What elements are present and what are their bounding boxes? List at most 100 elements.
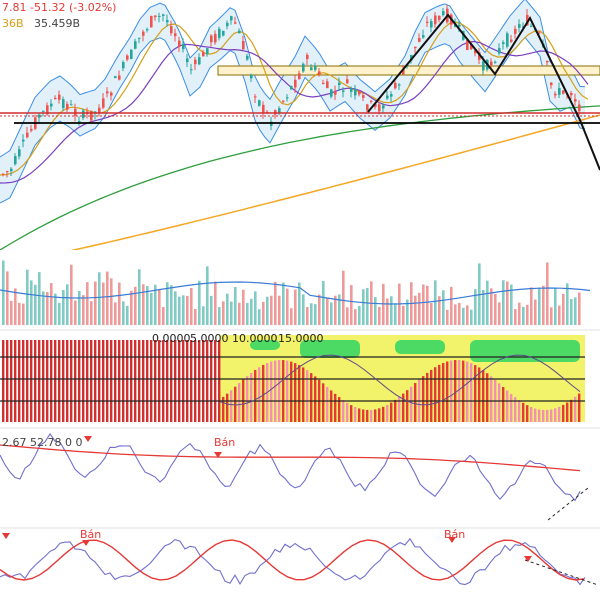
indicator-bar xyxy=(122,340,125,422)
volume-bar xyxy=(114,302,117,325)
candle-body xyxy=(230,16,233,21)
volume-bar xyxy=(578,292,581,325)
volume-bar xyxy=(34,284,37,325)
candle-body xyxy=(118,75,121,80)
volume-bar xyxy=(350,285,353,325)
volume-bar xyxy=(54,293,57,325)
candle-body xyxy=(162,14,165,16)
candle-body xyxy=(46,105,49,115)
indicator-bar xyxy=(190,340,193,422)
volume-bar xyxy=(150,293,153,325)
candle-body xyxy=(134,41,137,49)
indicator-green-zone xyxy=(470,340,580,362)
volume-bar xyxy=(130,290,133,325)
indicator-bar xyxy=(270,361,273,422)
indicator-bar xyxy=(30,340,33,422)
candle-body xyxy=(18,149,21,157)
volume-bar xyxy=(118,282,121,325)
indicator-bar xyxy=(26,340,29,422)
indicator-bar xyxy=(506,390,509,422)
volume-bar xyxy=(286,288,289,325)
candle-body xyxy=(322,82,325,84)
candle-body xyxy=(338,82,341,86)
indicator-bar xyxy=(550,409,553,422)
candle-body xyxy=(258,100,261,106)
volume-bar xyxy=(142,284,145,325)
volume-bar xyxy=(514,309,517,325)
volume-bar xyxy=(346,307,349,325)
indicator-bar xyxy=(390,402,393,422)
indicator-zero-label: 0.0000 xyxy=(152,332,191,345)
candle-body xyxy=(562,90,565,94)
indicator-bar xyxy=(278,360,281,422)
indicator-bar xyxy=(414,383,417,422)
volume-bar xyxy=(314,304,317,325)
volume-panel xyxy=(0,260,591,325)
indicator-bar xyxy=(50,340,53,422)
indicator-bar xyxy=(282,360,285,422)
indicator-bar xyxy=(118,340,121,422)
candle-body xyxy=(110,92,113,96)
candle-body xyxy=(238,30,241,34)
volume-bar xyxy=(442,290,445,325)
indicator-bar xyxy=(578,393,581,422)
indicator-bar xyxy=(62,340,65,422)
indicator-bar xyxy=(338,397,341,422)
volume-bar xyxy=(494,293,497,325)
indicator-bar xyxy=(54,340,57,422)
candle-body xyxy=(578,104,581,112)
volume-bar xyxy=(526,304,529,325)
indicator-bar xyxy=(262,364,265,422)
volume-bar xyxy=(334,295,337,325)
candle-body xyxy=(390,94,393,97)
candle-body xyxy=(570,92,573,96)
candle-body xyxy=(458,24,461,27)
volume-bar xyxy=(186,295,189,325)
candle-body xyxy=(278,108,281,114)
indicator-bar xyxy=(518,400,521,422)
volume-bar xyxy=(126,305,129,325)
indicator-bar xyxy=(178,340,181,422)
candle-body xyxy=(546,60,549,63)
volume-bar xyxy=(446,309,449,325)
indicator-bar xyxy=(66,340,69,422)
volume-bar xyxy=(426,285,429,325)
volume-bar xyxy=(466,305,469,325)
indicator-bar xyxy=(458,360,461,422)
indicator-bar xyxy=(366,409,369,422)
volume-bar xyxy=(42,291,45,325)
indicator-panel xyxy=(0,335,585,422)
indicator-bar xyxy=(94,340,97,422)
volume-bar xyxy=(226,293,229,325)
volume-bar xyxy=(506,281,509,325)
candle-body xyxy=(130,49,133,60)
candle-body xyxy=(206,48,209,55)
volume-bar xyxy=(502,280,505,325)
sell-marker xyxy=(448,537,456,543)
volume-bar xyxy=(386,298,389,325)
candle-body xyxy=(10,168,13,172)
candle-body xyxy=(434,15,437,25)
volume-bar xyxy=(190,287,193,325)
indicator-bar xyxy=(78,340,81,422)
candle-body xyxy=(174,33,177,37)
volume-bar xyxy=(298,282,301,325)
candle-body xyxy=(234,22,237,24)
volume-bar xyxy=(22,303,25,325)
indicator-bar xyxy=(358,408,361,422)
indicator-bar xyxy=(214,340,217,422)
indicator-bar xyxy=(374,409,377,422)
volume-bar xyxy=(258,309,261,325)
candle-body xyxy=(30,128,33,131)
volume-bar xyxy=(362,289,365,325)
indicator-bar xyxy=(234,386,237,422)
volume-bar xyxy=(38,272,41,325)
candle-body xyxy=(214,33,217,43)
indicator-bar xyxy=(114,340,117,422)
volume-bar xyxy=(14,288,17,325)
volume-bar xyxy=(474,289,477,325)
volume-bar xyxy=(90,301,93,325)
indicator-bar xyxy=(202,340,205,422)
indicator-bar xyxy=(466,361,469,422)
